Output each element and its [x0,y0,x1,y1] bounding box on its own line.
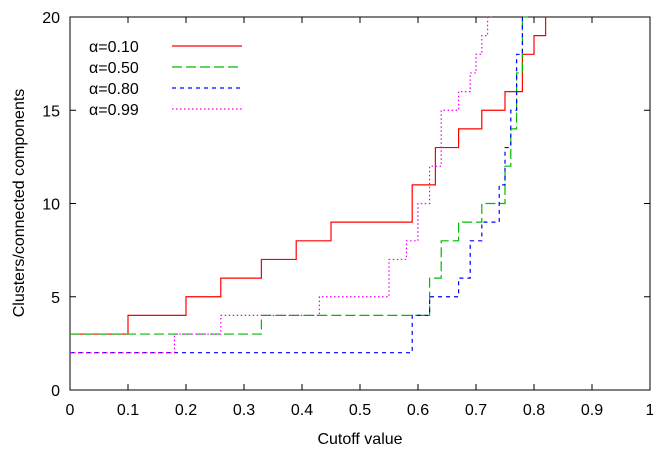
x-tick-label: 0.5 [349,402,371,419]
x-tick-label: 0.2 [175,402,197,419]
legend-label-2: α=0.50 [89,60,139,77]
series-line-4 [70,16,494,354]
x-tick-label: 0.7 [465,402,487,419]
x-tick-label: 0.1 [117,402,139,419]
x-axis-label: Cutoff value [317,431,402,448]
legend-label-3: α=0.80 [89,81,139,98]
x-tick-label: 0.8 [523,402,545,419]
series-line-3 [70,17,524,354]
y-tick-label: 15 [42,103,60,120]
legend-label-4: α=0.99 [89,102,139,119]
x-tick-label: 0 [66,402,75,419]
y-tick-label: 20 [42,10,60,27]
y-axis-label: Clusters/connected components [11,89,28,318]
legend-label-1: α=0.10 [89,39,139,56]
y-tick-label: 0 [51,383,60,400]
series-line-2 [70,16,529,335]
y-tick-label: 10 [42,197,60,214]
y-tick-label: 5 [51,290,60,307]
x-tick-label: 0.6 [407,402,429,419]
legend: α=0.10 α=0.50 α=0.80 α=0.99 [89,39,242,119]
x-tick-label: 0.9 [581,402,603,419]
x-tick-label: 0.3 [233,402,255,419]
series-line-1 [70,17,547,335]
x-tick-label: 0.4 [291,402,313,419]
x-tick-label: 1 [646,402,653,419]
series-group [70,16,547,354]
